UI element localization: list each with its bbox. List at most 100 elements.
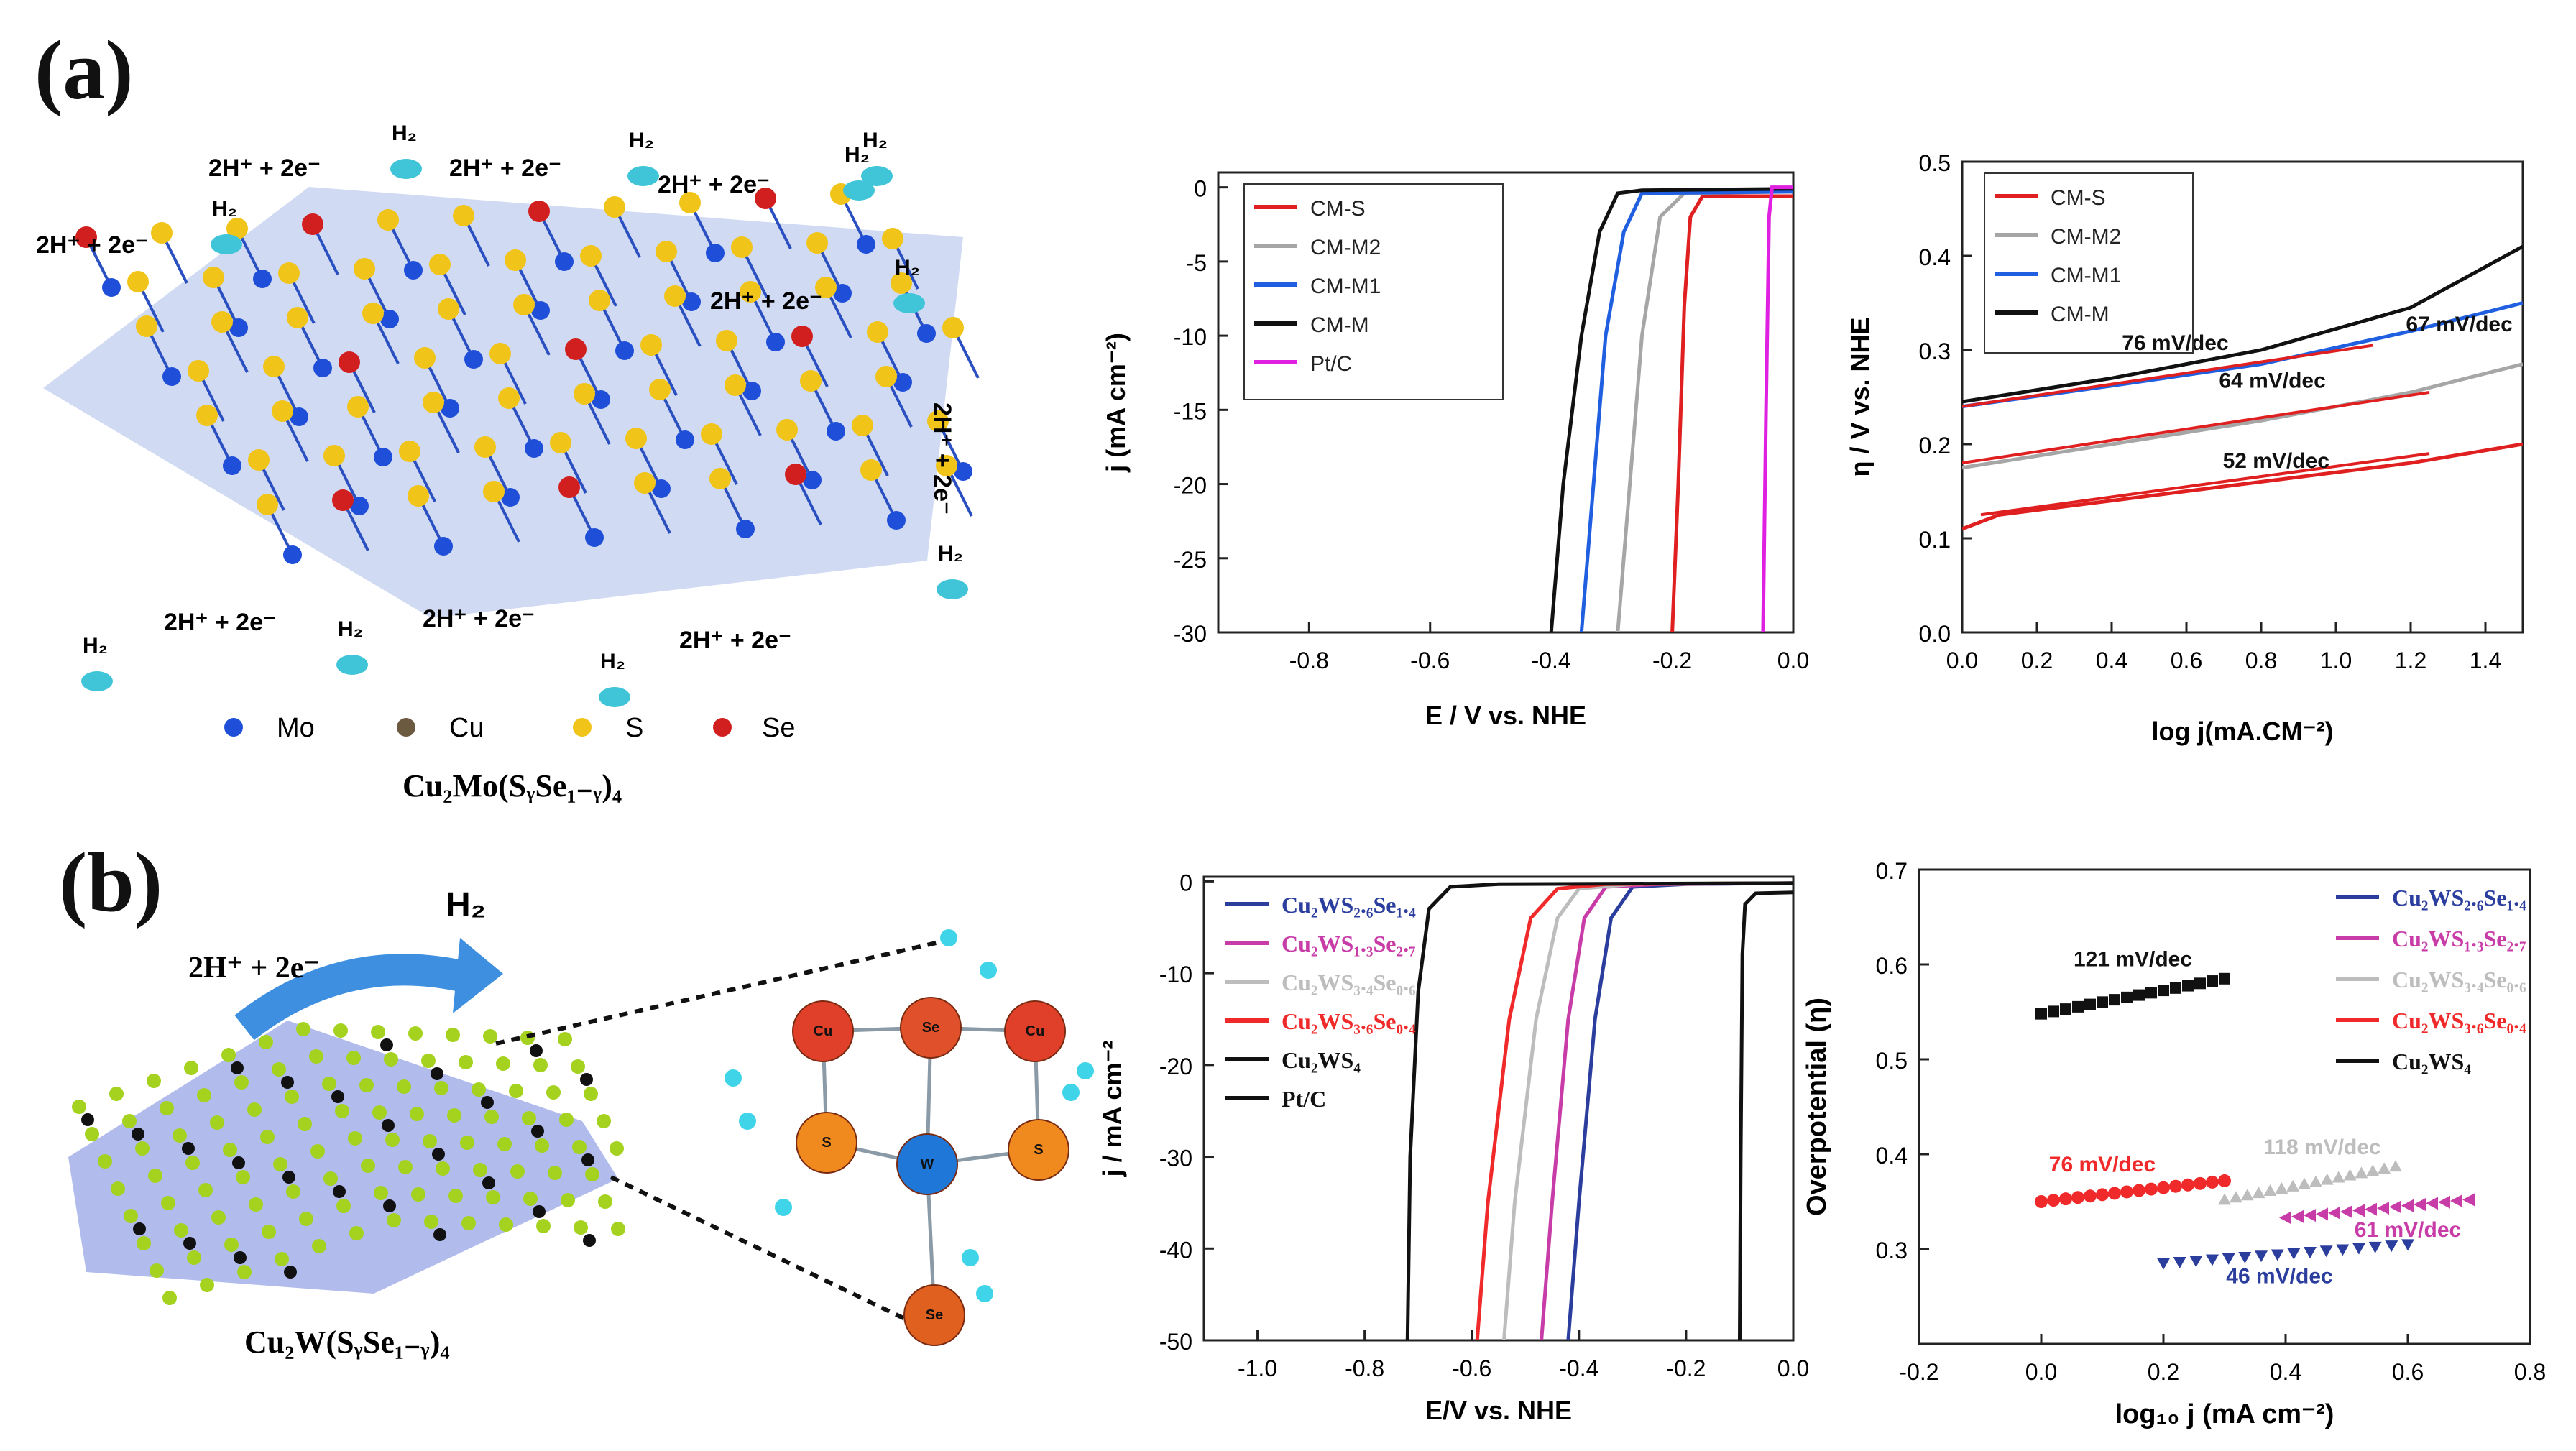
s-atom	[234, 1075, 249, 1090]
y-tick-label: 0.3	[1919, 338, 1951, 364]
data-point	[2320, 1173, 2334, 1185]
s-atom	[224, 1238, 239, 1252]
legend-entry: Cu₂WS₄	[1282, 1047, 1361, 1073]
data-point	[2298, 1177, 2312, 1189]
data-point	[2401, 1239, 2414, 1251]
s-atom	[509, 1084, 523, 1098]
cu-atom	[581, 1153, 594, 1166]
s-atom	[387, 1213, 401, 1227]
s-atom	[483, 481, 505, 502]
mo-atom	[229, 318, 248, 337]
cu-atom	[530, 1044, 543, 1057]
series-line-Pt-C	[1761, 185, 1793, 632]
mo-atom	[833, 284, 852, 303]
s-atom	[533, 1058, 548, 1072]
s-atom	[275, 1252, 289, 1266]
data-point	[2377, 1202, 2389, 1215]
legend-entry: CM-M	[1310, 313, 1369, 337]
s-atom	[483, 1029, 497, 1044]
slope-annotation: 121 mV/dec	[2074, 948, 2192, 972]
s-atom	[150, 1263, 164, 1278]
chart-a-tafel: 0.0 0.2 0.4 0.6 0.8 1.0 1.2 1.4 0.0 0.1 0.2 0.3 0.4 0…	[1845, 150, 2524, 746]
s-atom	[453, 205, 474, 226]
data-point	[2336, 1244, 2350, 1256]
s-atom	[162, 1291, 177, 1305]
s-atom	[349, 1226, 364, 1240]
data-point	[2462, 1193, 2475, 1207]
data-point	[2378, 1162, 2391, 1174]
s-atom	[122, 1114, 137, 1128]
slope-annotation: 76 mV/dec	[2122, 331, 2228, 355]
s-atom	[649, 379, 671, 400]
slope-annotation: 67 mV/dec	[2406, 313, 2512, 336]
x-tick-label: 0.2	[2021, 648, 2053, 673]
legend-a: Mo Cu S Se	[224, 713, 795, 743]
s-atom	[731, 236, 753, 258]
fit-line	[1962, 390, 2430, 465]
h2-label: H₂	[338, 617, 363, 641]
s-atom	[147, 1074, 161, 1088]
data-point	[2279, 1211, 2291, 1225]
data-point	[2340, 1205, 2352, 1219]
legend: CM-S CM-M2 CM-M1 CM-M Pt/C	[1243, 183, 1504, 400]
s-atom	[559, 1113, 574, 1127]
mo-atom	[803, 471, 822, 489]
cu-atom	[433, 1228, 446, 1241]
cu-atom	[580, 1073, 593, 1086]
legend-entry: CM-S	[2051, 186, 2106, 210]
h2-label: H₂	[212, 197, 237, 221]
slope-annotation: 46 mV/dec	[2226, 1265, 2332, 1289]
x-tick-label: 0.4	[2096, 648, 2128, 673]
molecule-b: Cu Se Cu S W S Se	[724, 929, 1094, 1346]
s-atom	[860, 459, 882, 481]
legend-entry: Pt/C	[1282, 1086, 1326, 1112]
x-tick-label: 0.2	[2148, 1359, 2179, 1385]
s-atom	[882, 228, 903, 249]
y-tick-label: -50	[1159, 1329, 1192, 1355]
s-atom	[421, 1054, 436, 1068]
data-point	[2352, 1243, 2365, 1255]
chart-b-tafel: -0.2 0.0 0.2 0.4 0.6 0.8 0.3 0.4 0.5 0.6 0.7 log₁₀ …	[1802, 858, 2546, 1429]
reaction-arrow-b	[234, 954, 472, 1041]
mo-atom	[102, 278, 121, 297]
x-tick-label: -0.2	[1652, 648, 1692, 673]
s-atom	[522, 1111, 536, 1125]
s-atom	[580, 245, 602, 267]
mo-atom	[893, 373, 912, 392]
x-tick-label: -0.2	[1666, 1355, 1706, 1381]
data-point	[2157, 1258, 2170, 1270]
y-tick-label: 0.6	[1876, 953, 1908, 979]
s-atom	[460, 1136, 474, 1150]
data-point	[2206, 1254, 2219, 1266]
molecule-atom	[896, 1133, 958, 1195]
data-point	[2207, 975, 2218, 987]
mo-atom	[531, 301, 550, 320]
legend-entry: Pt/C	[1310, 352, 1352, 376]
hydrogen-atom	[980, 962, 997, 979]
data-point	[2309, 1175, 2322, 1187]
x-tick-label: 1.4	[2470, 648, 2501, 673]
y-tick-label: -10	[1159, 962, 1192, 987]
series-line-CM-M	[1549, 187, 1793, 632]
data-point	[2352, 1204, 2365, 1217]
s-atom	[174, 1223, 188, 1238]
data-point	[2169, 1179, 2182, 1193]
h2-bubble	[937, 579, 968, 599]
data-point	[2170, 982, 2181, 994]
cu-atom	[383, 1199, 396, 1212]
legend-entry: CM-M1	[1310, 275, 1381, 298]
s-atom	[296, 1022, 310, 1036]
cu-atom	[182, 1142, 195, 1155]
y-tick-label: -30	[1174, 621, 1207, 647]
s-atom	[927, 410, 949, 432]
reaction-label-b: 2H⁺ + 2e⁻	[188, 952, 320, 985]
slope-annotation: 52 mV/dec	[2223, 449, 2329, 473]
y-tick-label: -40	[1159, 1237, 1192, 1263]
hydrogen-atom	[739, 1113, 756, 1130]
data-point	[2366, 1164, 2380, 1176]
s-atom	[611, 1222, 625, 1236]
data-point	[2389, 1160, 2402, 1172]
data-point	[2252, 1187, 2266, 1199]
legend-entry: Cu₂WS₃.₄Se₀.₆	[2392, 967, 2526, 992]
